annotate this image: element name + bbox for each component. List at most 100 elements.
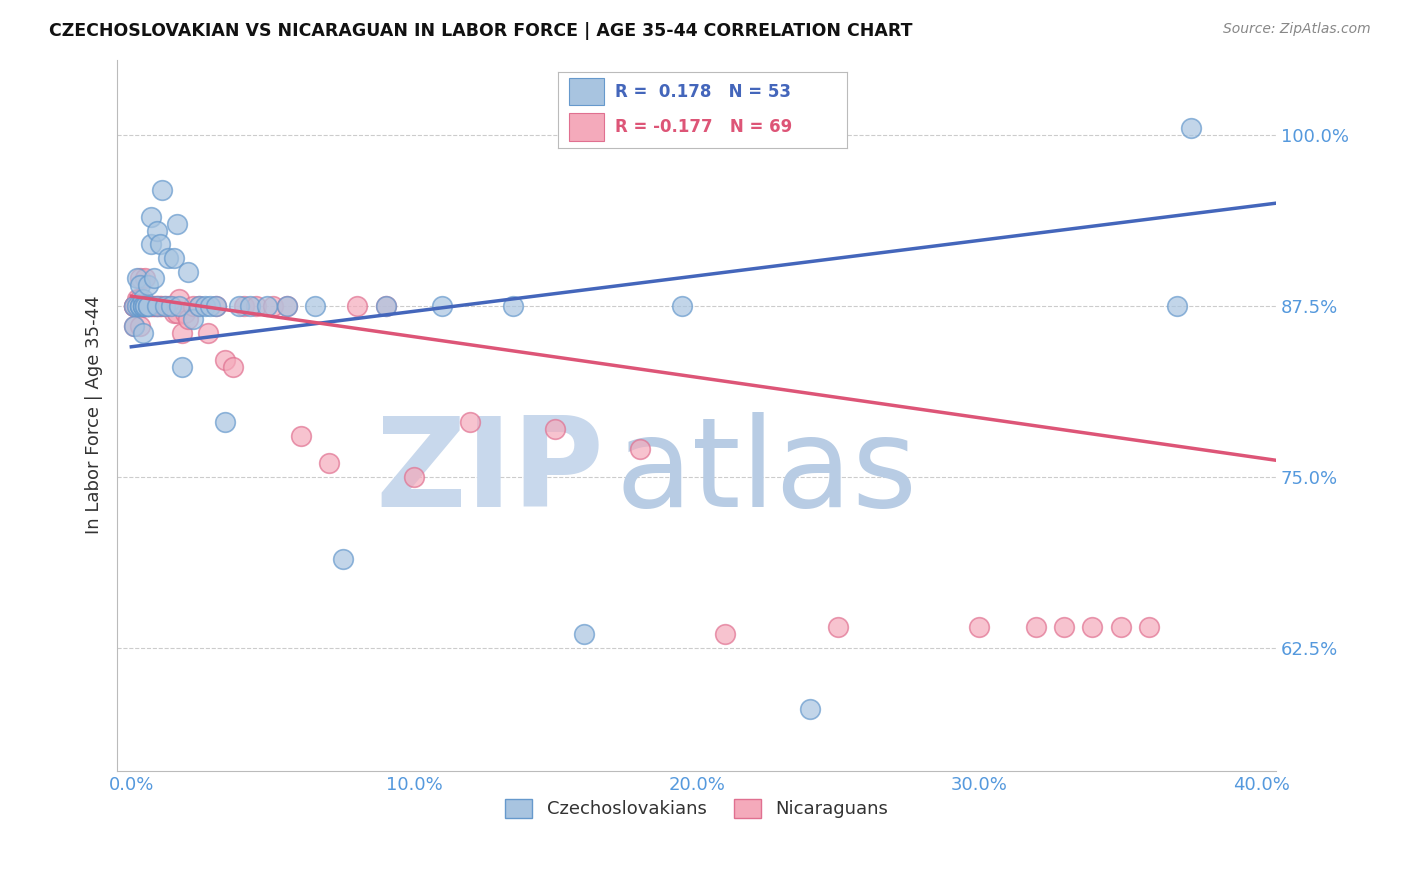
- Point: [374, 299, 396, 313]
- Point: [188, 299, 211, 313]
- Point: [714, 627, 737, 641]
- Point: [139, 299, 162, 313]
- Point: [166, 217, 188, 231]
- Point: [1025, 620, 1047, 634]
- Point: [177, 264, 200, 278]
- Point: [128, 299, 150, 313]
- Point: [276, 299, 298, 313]
- Point: [122, 299, 145, 313]
- Point: [502, 299, 524, 313]
- Point: [177, 312, 200, 326]
- Point: [205, 299, 228, 313]
- Point: [827, 620, 849, 634]
- Point: [188, 299, 211, 313]
- Point: [125, 271, 148, 285]
- Point: [290, 428, 312, 442]
- Point: [125, 299, 148, 313]
- Point: [214, 415, 236, 429]
- Point: [194, 299, 217, 313]
- Point: [128, 299, 150, 313]
- Point: [967, 620, 990, 634]
- Point: [163, 305, 186, 319]
- Point: [169, 299, 191, 313]
- Point: [125, 292, 148, 306]
- Point: [544, 422, 567, 436]
- Point: [183, 299, 205, 313]
- Point: [239, 299, 262, 313]
- Point: [136, 299, 159, 313]
- Point: [136, 299, 159, 313]
- Point: [128, 278, 150, 293]
- Point: [183, 312, 205, 326]
- Point: [122, 299, 145, 313]
- Point: [628, 442, 651, 457]
- Point: [125, 299, 148, 313]
- Point: [128, 292, 150, 306]
- Point: [222, 360, 245, 375]
- Point: [205, 299, 228, 313]
- Point: [122, 299, 145, 313]
- Point: [136, 278, 159, 293]
- Point: [1137, 620, 1160, 634]
- Point: [139, 237, 162, 252]
- Point: [1109, 620, 1132, 634]
- Point: [172, 326, 194, 340]
- Point: [149, 237, 172, 252]
- Point: [128, 299, 150, 313]
- Point: [131, 299, 153, 313]
- Point: [134, 299, 156, 313]
- Point: [145, 299, 167, 313]
- Point: [134, 299, 156, 313]
- Point: [131, 299, 153, 313]
- Point: [128, 299, 150, 313]
- Point: [1166, 299, 1188, 313]
- Text: ZIP: ZIP: [375, 411, 603, 533]
- Point: [136, 299, 159, 313]
- Point: [262, 299, 284, 313]
- Point: [131, 299, 153, 313]
- Point: [671, 299, 693, 313]
- Point: [131, 299, 153, 313]
- Point: [346, 299, 368, 313]
- Point: [134, 299, 156, 313]
- Point: [160, 299, 183, 313]
- Point: [402, 469, 425, 483]
- Point: [128, 299, 150, 313]
- Point: [142, 299, 165, 313]
- Legend: Czechoslovakians, Nicaraguans: Czechoslovakians, Nicaraguans: [498, 792, 896, 826]
- Point: [374, 299, 396, 313]
- Point: [160, 299, 183, 313]
- Point: [152, 299, 174, 313]
- Point: [432, 299, 454, 313]
- Point: [134, 299, 156, 313]
- Point: [131, 292, 153, 306]
- Point: [157, 299, 180, 313]
- Point: [128, 299, 150, 313]
- Point: [169, 292, 191, 306]
- Point: [1081, 620, 1104, 634]
- Point: [131, 299, 153, 313]
- Point: [152, 182, 174, 196]
- Point: [1180, 120, 1202, 135]
- Point: [155, 299, 177, 313]
- Point: [318, 456, 340, 470]
- Y-axis label: In Labor Force | Age 35-44: In Labor Force | Age 35-44: [86, 296, 103, 534]
- Point: [163, 251, 186, 265]
- Point: [256, 299, 278, 313]
- Point: [125, 299, 148, 313]
- Point: [122, 319, 145, 334]
- Point: [228, 299, 250, 313]
- Point: [145, 299, 167, 313]
- Point: [136, 299, 159, 313]
- Point: [332, 551, 354, 566]
- Point: [134, 271, 156, 285]
- Point: [128, 271, 150, 285]
- Point: [149, 299, 172, 313]
- Point: [125, 299, 148, 313]
- Point: [122, 299, 145, 313]
- Point: [460, 415, 482, 429]
- Point: [142, 299, 165, 313]
- Point: [139, 210, 162, 224]
- Point: [572, 627, 595, 641]
- Point: [166, 305, 188, 319]
